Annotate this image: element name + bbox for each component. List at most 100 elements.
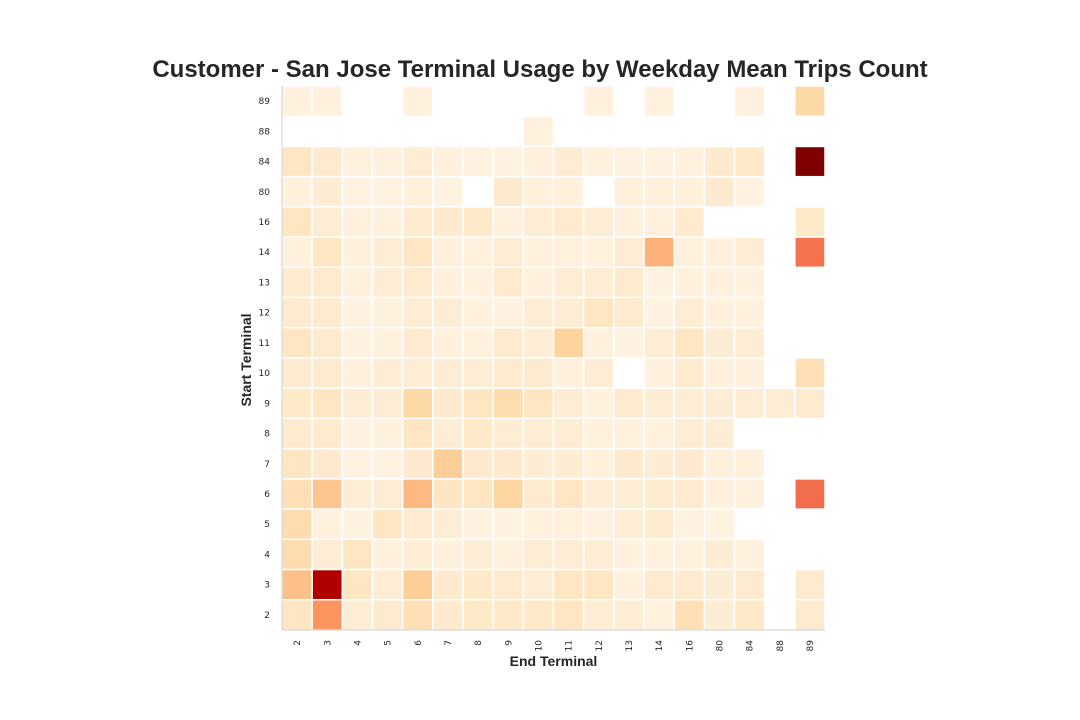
heatmap-cell — [552, 175, 585, 208]
heatmap-cell — [613, 145, 645, 178]
heatmap-cell — [492, 538, 525, 571]
heatmap-cell — [401, 357, 434, 389]
heatmap-cell — [552, 236, 585, 269]
heatmap-cell — [462, 296, 494, 329]
y-tick-label: 13 — [259, 278, 270, 288]
heatmap-cell — [794, 357, 826, 389]
heatmap-cell — [643, 599, 675, 631]
heatmap-cell — [432, 478, 464, 510]
heatmap-cell — [401, 206, 434, 238]
x-tick-label: 88 — [776, 640, 786, 652]
heatmap-cell — [522, 599, 555, 631]
heatmap-cell — [794, 206, 826, 238]
heatmap-cell — [733, 85, 766, 117]
heatmap-cell — [582, 447, 615, 480]
heatmap-cell — [492, 447, 525, 480]
heatmap-cell — [492, 478, 525, 510]
heatmap-cell — [643, 357, 675, 389]
heatmap-cell — [703, 327, 736, 359]
heatmap-cell — [613, 236, 645, 269]
heatmap-cell — [582, 508, 615, 541]
heatmap-cell — [311, 599, 344, 631]
heatmap-cell — [311, 206, 344, 238]
heatmap-cell — [733, 266, 766, 299]
heatmap-cell — [311, 357, 344, 389]
heatmap-cell — [341, 417, 374, 450]
heatmap-cell — [522, 327, 555, 359]
heatmap-cell — [673, 236, 706, 269]
heatmap-cell — [401, 327, 434, 359]
x-tick-label: 12 — [595, 640, 605, 651]
y-tick-label: 84 — [259, 158, 271, 168]
heatmap-cell — [613, 175, 645, 208]
heatmap-cell — [613, 266, 645, 299]
heatmap-cell — [733, 327, 766, 359]
y-tick-label: 7 — [264, 460, 270, 470]
heatmap-cell — [341, 206, 374, 238]
heatmap-cell — [432, 357, 464, 389]
heatmap-cell — [462, 206, 494, 238]
chart-title: Customer - San Jose Terminal Usage by We… — [152, 56, 928, 83]
heatmap-cell — [733, 145, 766, 178]
heatmap-cell — [432, 599, 464, 631]
heatmap-cell — [311, 327, 344, 359]
heatmap-cell — [311, 236, 344, 269]
heatmap-cell — [341, 145, 374, 178]
heatmap-cell — [582, 599, 615, 631]
heatmap-cell — [341, 175, 374, 208]
heatmap-cell — [281, 296, 313, 329]
heatmap-cell — [462, 266, 494, 299]
heatmap-cell — [733, 357, 766, 389]
heatmap-cell — [492, 145, 525, 178]
heatmap-cell — [432, 417, 464, 450]
heatmap-cell — [673, 357, 706, 389]
x-tick-label: 9 — [504, 640, 514, 646]
heatmap-cell — [341, 387, 374, 420]
heatmap-cell — [733, 478, 766, 510]
y-axis-label: Start Terminal — [238, 313, 254, 407]
y-tick-label: 14 — [259, 248, 271, 258]
heatmap-cell — [673, 478, 706, 510]
x-tick-label: 7 — [444, 640, 454, 646]
heatmap-cell — [311, 387, 344, 420]
heatmap-cell — [401, 478, 434, 510]
heatmap-cell — [281, 568, 313, 601]
heatmap-cell — [703, 599, 736, 631]
heatmap-cell — [492, 296, 525, 329]
heatmap-cell — [582, 327, 615, 359]
y-tick-label: 16 — [259, 218, 271, 228]
heatmap-cell — [552, 417, 585, 450]
heatmap-cell — [311, 447, 344, 480]
heatmap-cell — [643, 175, 675, 208]
heatmap-cell — [522, 417, 555, 450]
heatmap-cell — [371, 538, 404, 571]
x-tick-label: 10 — [534, 640, 544, 652]
heatmap-cell — [733, 447, 766, 480]
heatmap-cell — [432, 508, 464, 541]
heatmap-cell — [522, 266, 555, 299]
heatmap-cell — [401, 599, 434, 631]
heatmap-cell — [613, 206, 645, 238]
heatmap-cell — [492, 236, 525, 269]
heatmap-cell — [492, 599, 525, 631]
x-tick-label: 8 — [474, 640, 484, 646]
heatmap-cell — [341, 478, 374, 510]
heatmap-cell — [492, 175, 525, 208]
heatmap-cell — [733, 387, 766, 420]
x-tick-label: 5 — [384, 640, 394, 646]
heatmap-cell — [552, 145, 585, 178]
heatmap-cell — [341, 508, 374, 541]
heatmap-cell — [281, 538, 313, 571]
heatmap-cell — [371, 478, 404, 510]
heatmap-cell — [462, 387, 494, 420]
heatmap-cell — [462, 145, 494, 178]
heatmap-cell — [462, 236, 494, 269]
heatmap-cell — [673, 206, 706, 238]
heatmap-cell — [341, 538, 374, 571]
heatmap-cell — [371, 357, 404, 389]
x-tick-label: 11 — [565, 640, 575, 651]
heatmap-cell — [341, 568, 374, 601]
heatmap-cell — [673, 266, 706, 299]
heatmap-cell — [582, 266, 615, 299]
